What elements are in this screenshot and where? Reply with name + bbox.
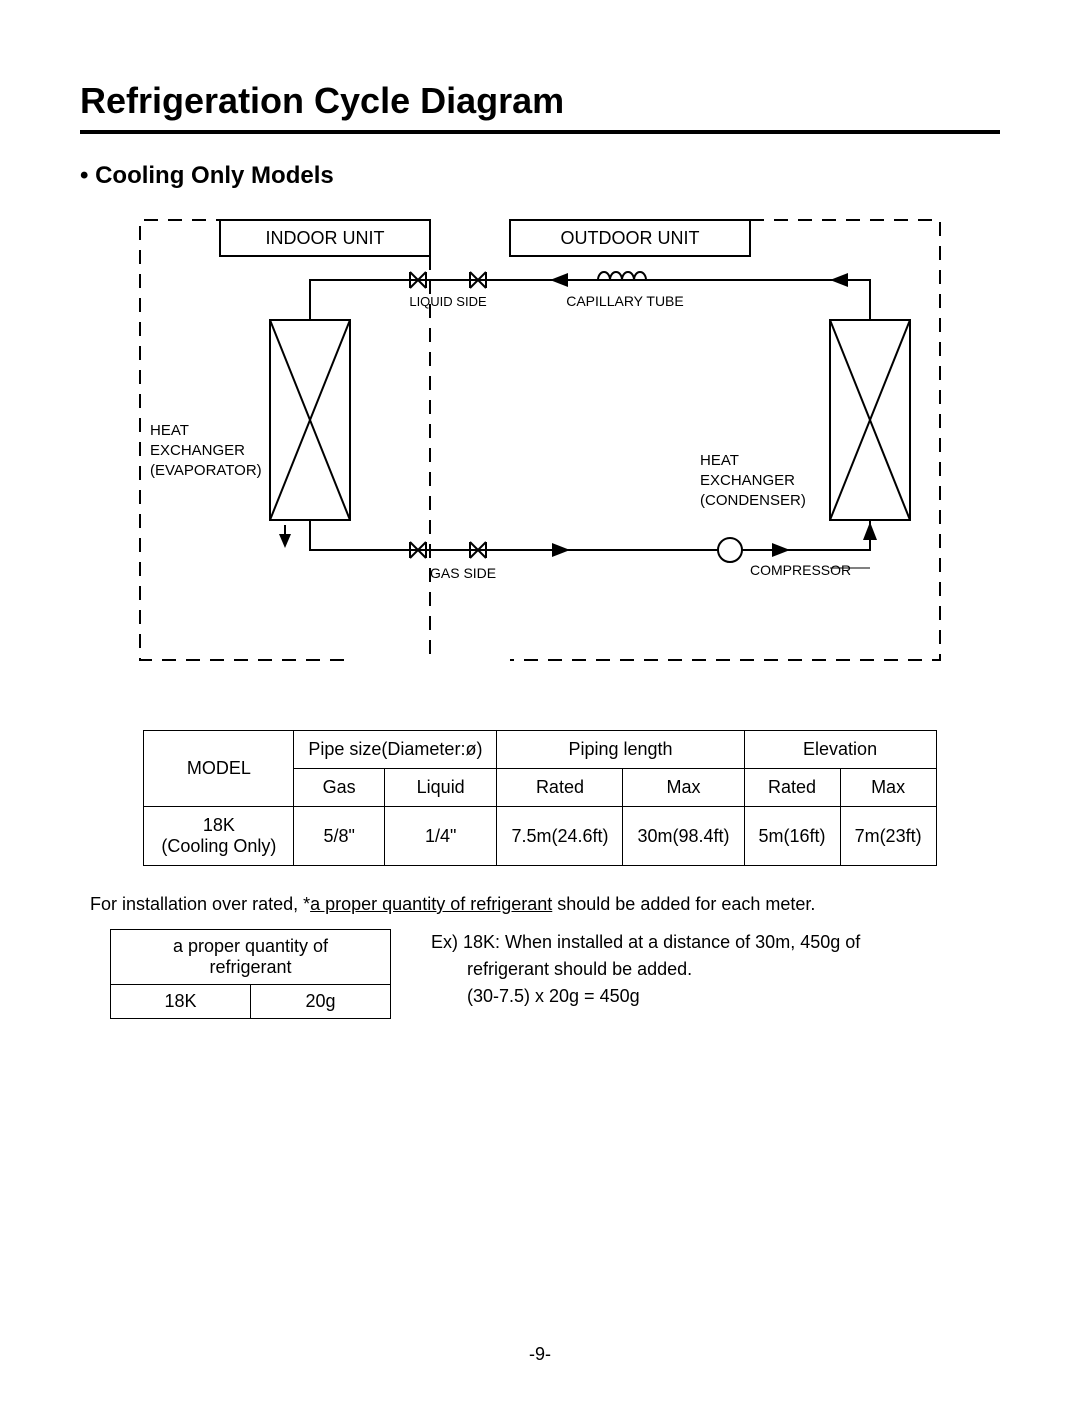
condenser-box bbox=[830, 320, 910, 520]
compressor-label: COMPRESSOR bbox=[750, 562, 851, 578]
arrow-icon bbox=[552, 543, 570, 557]
liquid-side-label: LIQUID SIDE bbox=[409, 294, 487, 309]
gas-side-label: GAS SIDE bbox=[430, 565, 496, 581]
condenser-label: (CONDENSER) bbox=[700, 492, 806, 509]
th-max: Max bbox=[840, 769, 936, 807]
cell-elev-max: 7m(23ft) bbox=[840, 807, 936, 866]
table-row: 18K (Cooling Only) 5/8" 1/4" 7.5m(24.6ft… bbox=[144, 807, 936, 866]
arrow-icon bbox=[772, 543, 790, 557]
th-elevation: Elevation bbox=[744, 731, 936, 769]
th-refr: a proper quantity of refrigerant bbox=[111, 930, 391, 985]
evaporator-label: (EVAPORATOR) bbox=[150, 462, 262, 479]
cell-gas: 5/8" bbox=[294, 807, 385, 866]
arrow-icon bbox=[830, 273, 848, 287]
section-subtitle: • Cooling Only Models bbox=[80, 162, 1000, 190]
cell-refr-model: 18K bbox=[111, 985, 251, 1019]
page-number: -9- bbox=[0, 1344, 1080, 1365]
cell-refr-qty: 20g bbox=[251, 985, 391, 1019]
arrow-icon bbox=[550, 273, 568, 287]
refrigerant-table: a proper quantity of refrigerant 18K 20g bbox=[110, 929, 391, 1019]
capillary-tube-label: CAPILLARY TUBE bbox=[566, 293, 684, 309]
cell-elev-rated: 5m(16ft) bbox=[744, 807, 840, 866]
compressor-icon bbox=[718, 538, 742, 562]
th-piping-length: Piping length bbox=[497, 731, 744, 769]
arrow-icon bbox=[279, 534, 291, 548]
cell-len-max: 30m(98.4ft) bbox=[623, 807, 744, 866]
arrow-icon bbox=[863, 522, 877, 540]
spec-table: MODEL Pipe size(Diameter:ø) Piping lengt… bbox=[143, 730, 936, 866]
th-rated: Rated bbox=[497, 769, 623, 807]
condenser-label: EXCHANGER bbox=[700, 472, 795, 489]
outdoor-unit-label: OUTDOOR UNIT bbox=[561, 228, 700, 248]
indoor-unit-label: INDOOR UNIT bbox=[266, 228, 385, 248]
install-note: For installation over rated, *a proper q… bbox=[90, 894, 1000, 915]
th-max: Max bbox=[623, 769, 744, 807]
evaporator-label: HEAT bbox=[150, 422, 189, 439]
capillary-tube-icon bbox=[598, 272, 646, 280]
condenser-label: HEAT bbox=[700, 452, 739, 469]
evaporator-label: EXCHANGER bbox=[150, 442, 245, 459]
title-rule bbox=[80, 130, 1000, 134]
evaporator-box bbox=[270, 320, 350, 520]
th-model: MODEL bbox=[144, 731, 294, 807]
th-rated: Rated bbox=[744, 769, 840, 807]
th-gas: Gas bbox=[294, 769, 385, 807]
cell-len-rated: 7.5m(24.6ft) bbox=[497, 807, 623, 866]
page-title: Refrigeration Cycle Diagram bbox=[80, 80, 1000, 122]
cycle-diagram: INDOOR UNIT OUTDOOR UNIT bbox=[80, 210, 1000, 680]
cell-model: 18K bbox=[158, 815, 279, 836]
example-text: Ex) 18K: When installed at a distance of… bbox=[431, 929, 860, 1010]
th-liquid: Liquid bbox=[384, 769, 497, 807]
th-pipe: Pipe size(Diameter:ø) bbox=[294, 731, 497, 769]
cell-model: (Cooling Only) bbox=[158, 836, 279, 857]
cell-liquid: 1/4" bbox=[384, 807, 497, 866]
